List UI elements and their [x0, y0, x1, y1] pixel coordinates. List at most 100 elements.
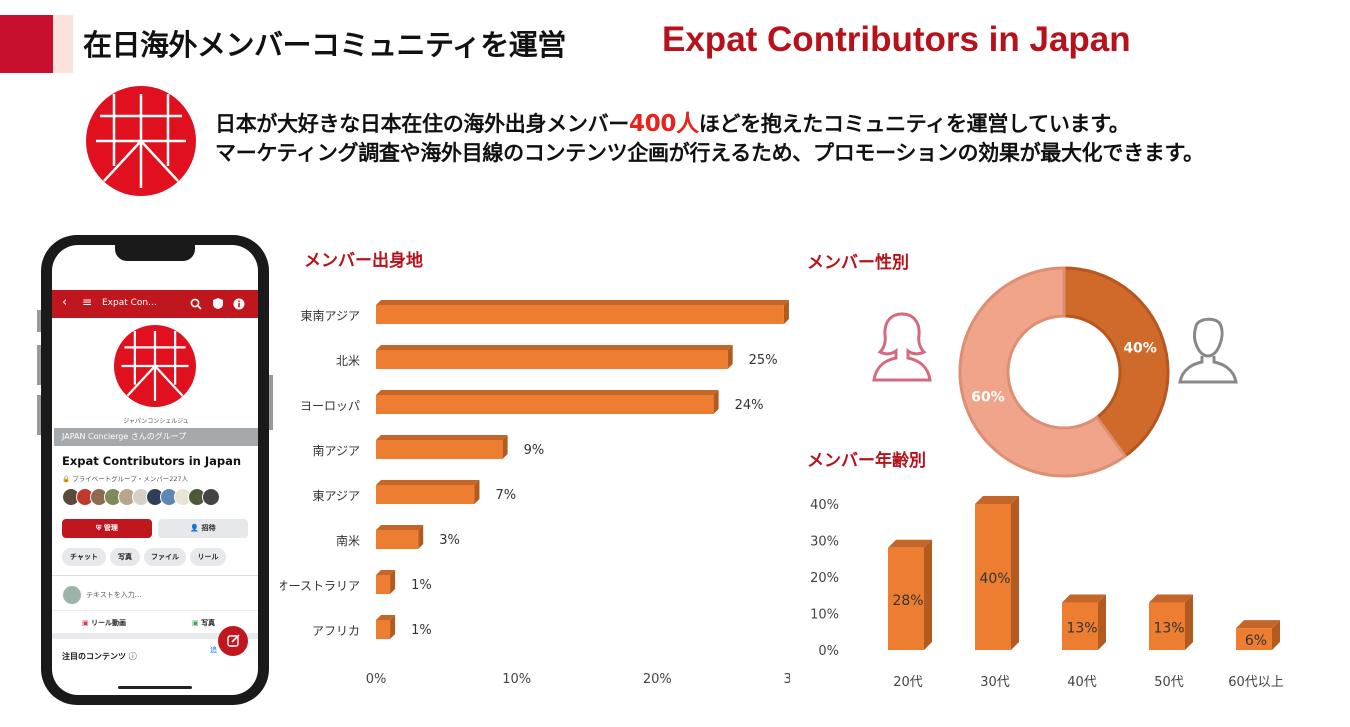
age-bar-top	[975, 496, 1019, 504]
age-y-tick: 0%	[818, 644, 839, 659]
group-logo	[114, 325, 196, 407]
male-icon	[1178, 317, 1238, 384]
tab-photos[interactable]: 写真	[110, 548, 140, 566]
age-value-label: 13%	[1153, 620, 1184, 636]
gender-value-label: 60%	[971, 390, 1005, 406]
origin-bar-top	[376, 480, 480, 485]
gender-value-label: 40%	[1123, 340, 1157, 356]
invite-button[interactable]: 👤 招待	[158, 519, 248, 538]
edit-icon	[227, 634, 240, 647]
page-title-en: Expat Contributors in Japan	[662, 20, 1131, 59]
origin-category-label: 南米	[336, 533, 360, 548]
gender-donut-chart: 40% 60%	[958, 266, 1170, 478]
age-bar-side	[1272, 620, 1280, 650]
age-bar-side	[1185, 594, 1193, 650]
origin-category-label: アフリカ	[312, 624, 360, 638]
age-y-tick: 10%	[810, 608, 839, 623]
origin-bar-side	[713, 390, 719, 414]
female-icon	[872, 312, 932, 382]
home-indicator	[118, 686, 192, 689]
edit-fab[interactable]	[218, 626, 248, 656]
search-icon[interactable]	[190, 298, 202, 310]
age-bar-top	[1236, 620, 1280, 629]
age-value-label: 40%	[979, 571, 1010, 587]
age-bar-top	[888, 539, 932, 548]
divider	[52, 575, 258, 576]
tab-chat[interactable]: チャット	[62, 548, 106, 566]
page-title-jp: 在日海外メンバーコミュニティを運営	[83, 28, 566, 62]
origin-bar	[376, 305, 784, 324]
origin-bar-top	[376, 435, 508, 440]
menu-icon[interactable]: ≡	[82, 295, 93, 309]
japan-concierge-logo	[86, 86, 196, 196]
origin-bar-side	[418, 525, 424, 549]
phone-side-button	[37, 395, 41, 435]
manage-button[interactable]: ⛨ 管理	[62, 519, 152, 538]
shield-icon[interactable]	[212, 297, 224, 310]
origin-x-tick: 10%	[502, 672, 531, 687]
photo-button[interactable]: ▣ 写真	[192, 619, 216, 627]
age-category-label: 60代以上	[1228, 675, 1284, 690]
origin-bar-side	[390, 570, 396, 594]
age-value-label: 13%	[1066, 620, 1097, 636]
phone-screen: ‹ ≡ Expat Con... ジャパンコンシェルジュ JAPAN Conci…	[52, 245, 258, 695]
age-bar-side	[1011, 496, 1019, 650]
reel-button[interactable]: ▣ リール動画	[82, 619, 127, 627]
origin-bar	[376, 620, 391, 639]
origin-category-label: 北米	[336, 354, 360, 368]
composer-input[interactable]: テキストを入力...	[86, 591, 142, 599]
origin-chart-title: メンバー出身地	[304, 251, 423, 271]
age-bar	[975, 504, 1011, 650]
origin-bar	[376, 575, 391, 594]
phone-side-button	[37, 345, 41, 385]
member-avatars	[62, 488, 242, 508]
origin-bar-top	[376, 525, 424, 530]
age-category-label: 40代	[1067, 675, 1097, 690]
back-arrow-icon[interactable]: ‹	[62, 295, 68, 310]
add-link[interactable]: 追	[210, 646, 217, 654]
header-accent-light	[53, 15, 73, 73]
origin-bar-side	[390, 615, 396, 639]
origin-bar	[376, 485, 475, 504]
age-y-tick: 40%	[810, 498, 839, 513]
intro-line-1: 日本が大好きな日本在住の海外出身メンバー400人ほどを抱えたコミュニティを運営し…	[215, 111, 1130, 137]
member-count-highlight: 400人	[629, 111, 699, 137]
header-accent-block	[0, 15, 53, 73]
origin-bar-top	[376, 570, 396, 575]
age-bar-side	[924, 539, 932, 650]
origin-bar	[376, 440, 503, 459]
divider	[52, 610, 258, 611]
phone-notch	[115, 245, 195, 261]
origin-value-label: 1%	[411, 578, 432, 593]
origin-bar-top	[376, 300, 789, 305]
age-category-label: 20代	[893, 675, 923, 690]
age-value-label: 28%	[892, 593, 923, 609]
origin-bar-side	[727, 345, 733, 369]
info-icon[interactable]	[233, 298, 245, 310]
age-y-tick: 30%	[810, 535, 839, 550]
origin-value-label: 9%	[524, 443, 545, 458]
tab-files[interactable]: ファイル	[144, 548, 186, 566]
group-short-title: Expat Con...	[102, 298, 157, 308]
origin-bar-top	[376, 615, 396, 620]
origin-value-label: 1%	[411, 623, 432, 638]
age-value-label: 6%	[1245, 633, 1267, 649]
age-bar-side	[1098, 594, 1106, 650]
origin-value-label: 3%	[439, 533, 460, 548]
age-category-label: 50代	[1154, 675, 1184, 690]
age-bar	[1236, 628, 1272, 650]
origin-bar-top	[376, 390, 719, 395]
divider	[52, 633, 258, 639]
age-bar	[1062, 602, 1098, 650]
age-bar-top	[1062, 594, 1106, 603]
age-chart-title: メンバー年齢別	[807, 451, 926, 471]
org-name: ジャパンコンシェルジュ	[123, 418, 189, 425]
origin-category-label: 東アジア	[312, 489, 360, 503]
group-meta: 🔒 プライベートグループ・メンバー227人	[62, 475, 189, 483]
featured-heading: 注目のコンテンツ ⓘ	[62, 652, 137, 661]
age-bar	[1149, 602, 1185, 650]
avatar[interactable]	[202, 488, 220, 506]
origin-value-label: 24%	[735, 398, 764, 413]
tab-reels[interactable]: リール	[190, 548, 226, 566]
intro-line-2: マーケティング調査や海外目線のコンテンツ企画が行えるため、プロモーションの効果が…	[215, 141, 1204, 165]
